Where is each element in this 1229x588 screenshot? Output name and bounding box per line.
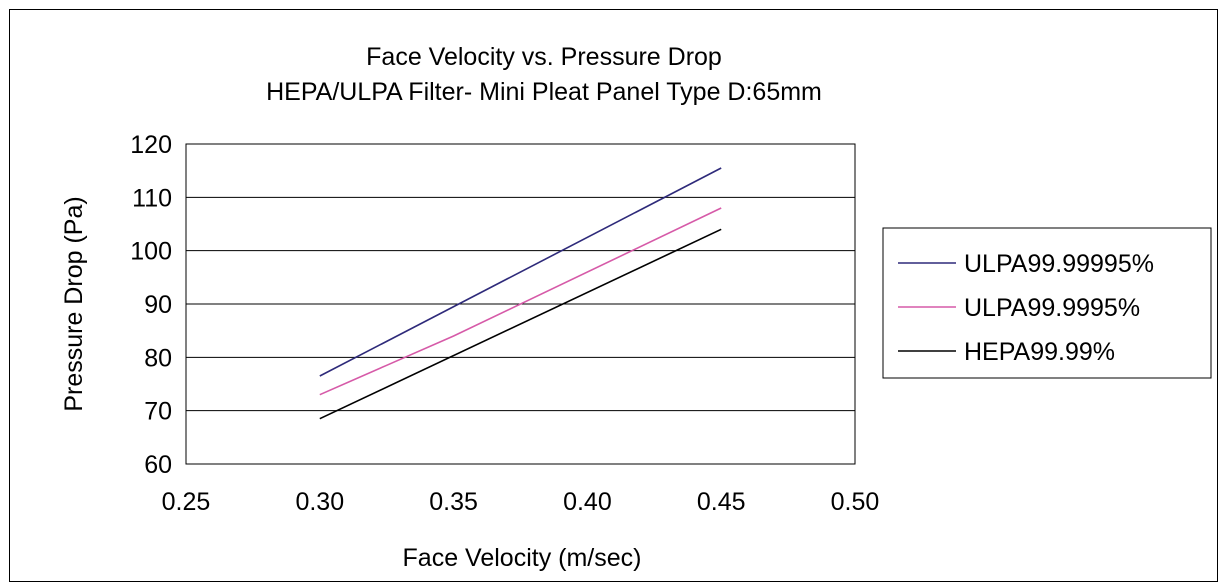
x-tick-label: 0.40 — [563, 488, 612, 516]
series-line — [319, 167, 722, 377]
legend-label: ULPA99.9995% — [964, 294, 1140, 322]
x-tick-label: 0.35 — [429, 488, 478, 516]
y-axis-label: Pressure Drop (Pa) — [60, 196, 88, 411]
y-tick-label: 80 — [144, 344, 172, 372]
y-tick-label: 120 — [130, 131, 172, 159]
y-tick-label: 90 — [144, 291, 172, 319]
x-axis-label: Face Velocity (m/sec) — [403, 544, 642, 572]
y-tick-label: 100 — [130, 238, 172, 266]
plot-area — [185, 143, 856, 465]
y-tick-label: 70 — [144, 398, 172, 426]
series-lines — [319, 167, 722, 420]
chart-frame: Face Velocity vs. Pressure Drop HEPA/ULP… — [9, 9, 1218, 582]
legend-box — [882, 227, 1212, 379]
x-tick-label: 0.45 — [697, 488, 746, 516]
legend-label: HEPA99.99% — [964, 338, 1115, 366]
x-tick-label: 0.30 — [295, 488, 344, 516]
x-tick-labels: 0.25 0.30 0.35 0.40 0.45 0.50 — [162, 488, 880, 516]
y-tick-label: 110 — [132, 184, 172, 212]
series-line — [319, 207, 722, 396]
legend-label: ULPA99.99995% — [964, 250, 1154, 278]
y-tick-labels: 60 70 80 90 100 110 120 — [130, 131, 172, 479]
x-tick-label: 0.25 — [162, 488, 211, 516]
series-line — [319, 228, 722, 420]
x-tick-label: 0.50 — [831, 488, 880, 516]
legend: ULPA99.99995% ULPA99.9995% HEPA99.99% — [882, 227, 1212, 379]
chart-title: Face Velocity vs. Pressure Drop — [366, 43, 722, 71]
chart-svg: Face Velocity vs. Pressure Drop HEPA/ULP… — [60, 43, 1212, 572]
chart-subtitle: HEPA/ULPA Filter- Mini Pleat Panel Type … — [266, 78, 822, 106]
y-tick-label: 60 — [144, 451, 172, 479]
